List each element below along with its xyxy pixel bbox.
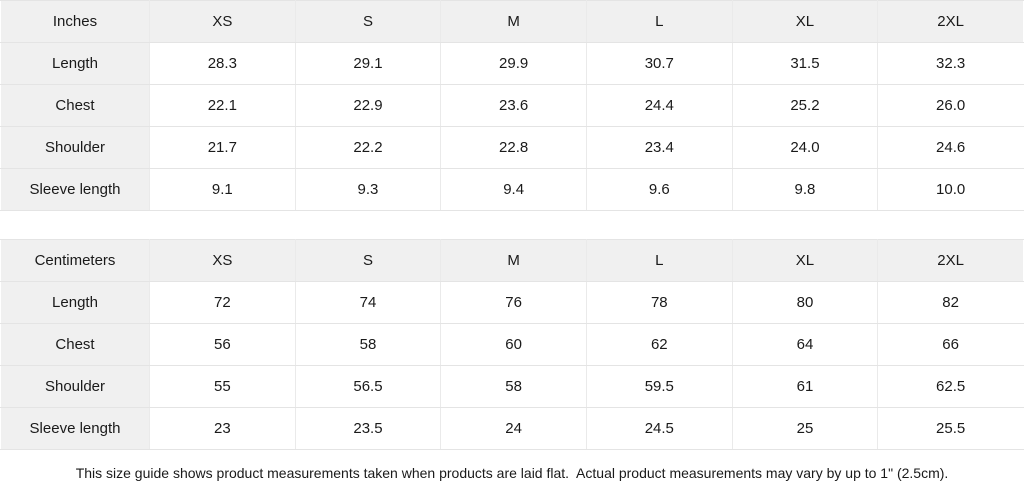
value-cell: 28.3 xyxy=(149,42,296,85)
value-cell: 58 xyxy=(294,323,442,366)
value-cell: 22.2 xyxy=(294,126,442,169)
size-header-cell: XL xyxy=(731,0,879,43)
row-label-cell: Sleeve length xyxy=(0,168,150,211)
value-cell: 25.2 xyxy=(731,84,879,127)
table-row: Sleeve length 9.1 9.3 9.4 9.6 9.8 10.0 xyxy=(0,168,1024,211)
size-table-header-row: Centimeters XS S M L XL 2XL xyxy=(0,239,1024,282)
value-cell: 22.9 xyxy=(294,84,442,127)
value-cell: 25.5 xyxy=(877,407,1024,450)
size-header-cell: XL xyxy=(731,239,879,282)
size-header-cell: M xyxy=(440,0,587,43)
value-cell: 9.1 xyxy=(149,168,296,211)
size-table-inches: Inches XS S M L XL 2XL Length 28.3 29.1 29.9 30.7 31… xyxy=(0,0,1024,211)
size-header-cell: S xyxy=(294,239,442,282)
value-cell: 24.4 xyxy=(585,84,733,127)
value-cell: 31.5 xyxy=(731,42,879,85)
size-header-cell: 2XL xyxy=(877,0,1024,43)
value-cell: 22.8 xyxy=(440,126,587,169)
value-cell: 76 xyxy=(440,281,587,324)
value-cell: 61 xyxy=(731,365,879,408)
row-label-cell: Shoulder xyxy=(0,365,150,408)
value-cell: 80 xyxy=(731,281,879,324)
value-cell: 23.4 xyxy=(585,126,733,169)
value-cell: 21.7 xyxy=(149,126,296,169)
value-cell: 58 xyxy=(440,365,587,408)
value-cell: 9.3 xyxy=(294,168,442,211)
table-row: Shoulder 55 56.5 58 59.5 61 62.5 xyxy=(0,365,1024,408)
table-gap xyxy=(0,211,1024,239)
size-header-cell: 2XL xyxy=(877,239,1024,282)
value-cell: 25 xyxy=(731,407,879,450)
value-cell: 29.9 xyxy=(440,42,587,85)
value-cell: 74 xyxy=(294,281,442,324)
size-header-cell: L xyxy=(585,0,733,43)
value-cell: 62.5 xyxy=(877,365,1024,408)
row-label-cell: Length xyxy=(0,42,150,85)
value-cell: 59.5 xyxy=(585,365,733,408)
size-header-cell: S xyxy=(294,0,442,43)
size-table-centimeters: Centimeters XS S M L XL 2XL Length 72 74 76 78 80 82 C… xyxy=(0,239,1024,450)
table-row: Sleeve length 23 23.5 24 24.5 25 25.5 xyxy=(0,407,1024,450)
value-cell: 24.5 xyxy=(585,407,733,450)
row-label-cell: Length xyxy=(0,281,150,324)
value-cell: 30.7 xyxy=(585,42,733,85)
value-cell: 26.0 xyxy=(877,84,1024,127)
size-header-cell: M xyxy=(440,239,587,282)
size-header-cell: L xyxy=(585,239,733,282)
value-cell: 72 xyxy=(149,281,296,324)
value-cell: 60 xyxy=(440,323,587,366)
size-header-cell: XS xyxy=(149,239,296,282)
table-row: Length 72 74 76 78 80 82 xyxy=(0,281,1024,324)
value-cell: 10.0 xyxy=(877,168,1024,211)
value-cell: 55 xyxy=(149,365,296,408)
value-cell: 56 xyxy=(149,323,296,366)
value-cell: 32.3 xyxy=(877,42,1024,85)
value-cell: 24.0 xyxy=(731,126,879,169)
value-cell: 82 xyxy=(877,281,1024,324)
value-cell: 24.6 xyxy=(877,126,1024,169)
value-cell: 66 xyxy=(877,323,1024,366)
value-cell: 64 xyxy=(731,323,879,366)
value-cell: 9.8 xyxy=(731,168,879,211)
row-label-cell: Chest xyxy=(0,323,150,366)
size-table-header-row: Inches XS S M L XL 2XL xyxy=(0,0,1024,43)
table-row: Shoulder 21.7 22.2 22.8 23.4 24.0 24.6 xyxy=(0,126,1024,169)
value-cell: 9.4 xyxy=(440,168,587,211)
size-guide-note-bar: This size guide shows product measuremen… xyxy=(0,450,1024,496)
unit-header-cell: Inches xyxy=(0,0,150,43)
value-cell: 56.5 xyxy=(294,365,442,408)
row-label-cell: Sleeve length xyxy=(0,407,150,450)
table-row: Length 28.3 29.1 29.9 30.7 31.5 32.3 xyxy=(0,42,1024,85)
table-row: Chest 56 58 60 62 64 66 xyxy=(0,323,1024,366)
table-row: Chest 22.1 22.9 23.6 24.4 25.2 26.0 xyxy=(0,84,1024,127)
row-label-cell: Chest xyxy=(0,84,150,127)
row-label-cell: Shoulder xyxy=(0,126,150,169)
value-cell: 78 xyxy=(585,281,733,324)
value-cell: 22.1 xyxy=(149,84,296,127)
value-cell: 23 xyxy=(149,407,296,450)
value-cell: 23.6 xyxy=(440,84,587,127)
value-cell: 24 xyxy=(440,407,587,450)
unit-header-cell: Centimeters xyxy=(0,239,150,282)
size-header-cell: XS xyxy=(149,0,296,43)
value-cell: 29.1 xyxy=(294,42,442,85)
value-cell: 23.5 xyxy=(294,407,442,450)
size-guide-note: This size guide shows product measuremen… xyxy=(75,464,949,481)
value-cell: 62 xyxy=(585,323,733,366)
value-cell: 9.6 xyxy=(585,168,733,211)
